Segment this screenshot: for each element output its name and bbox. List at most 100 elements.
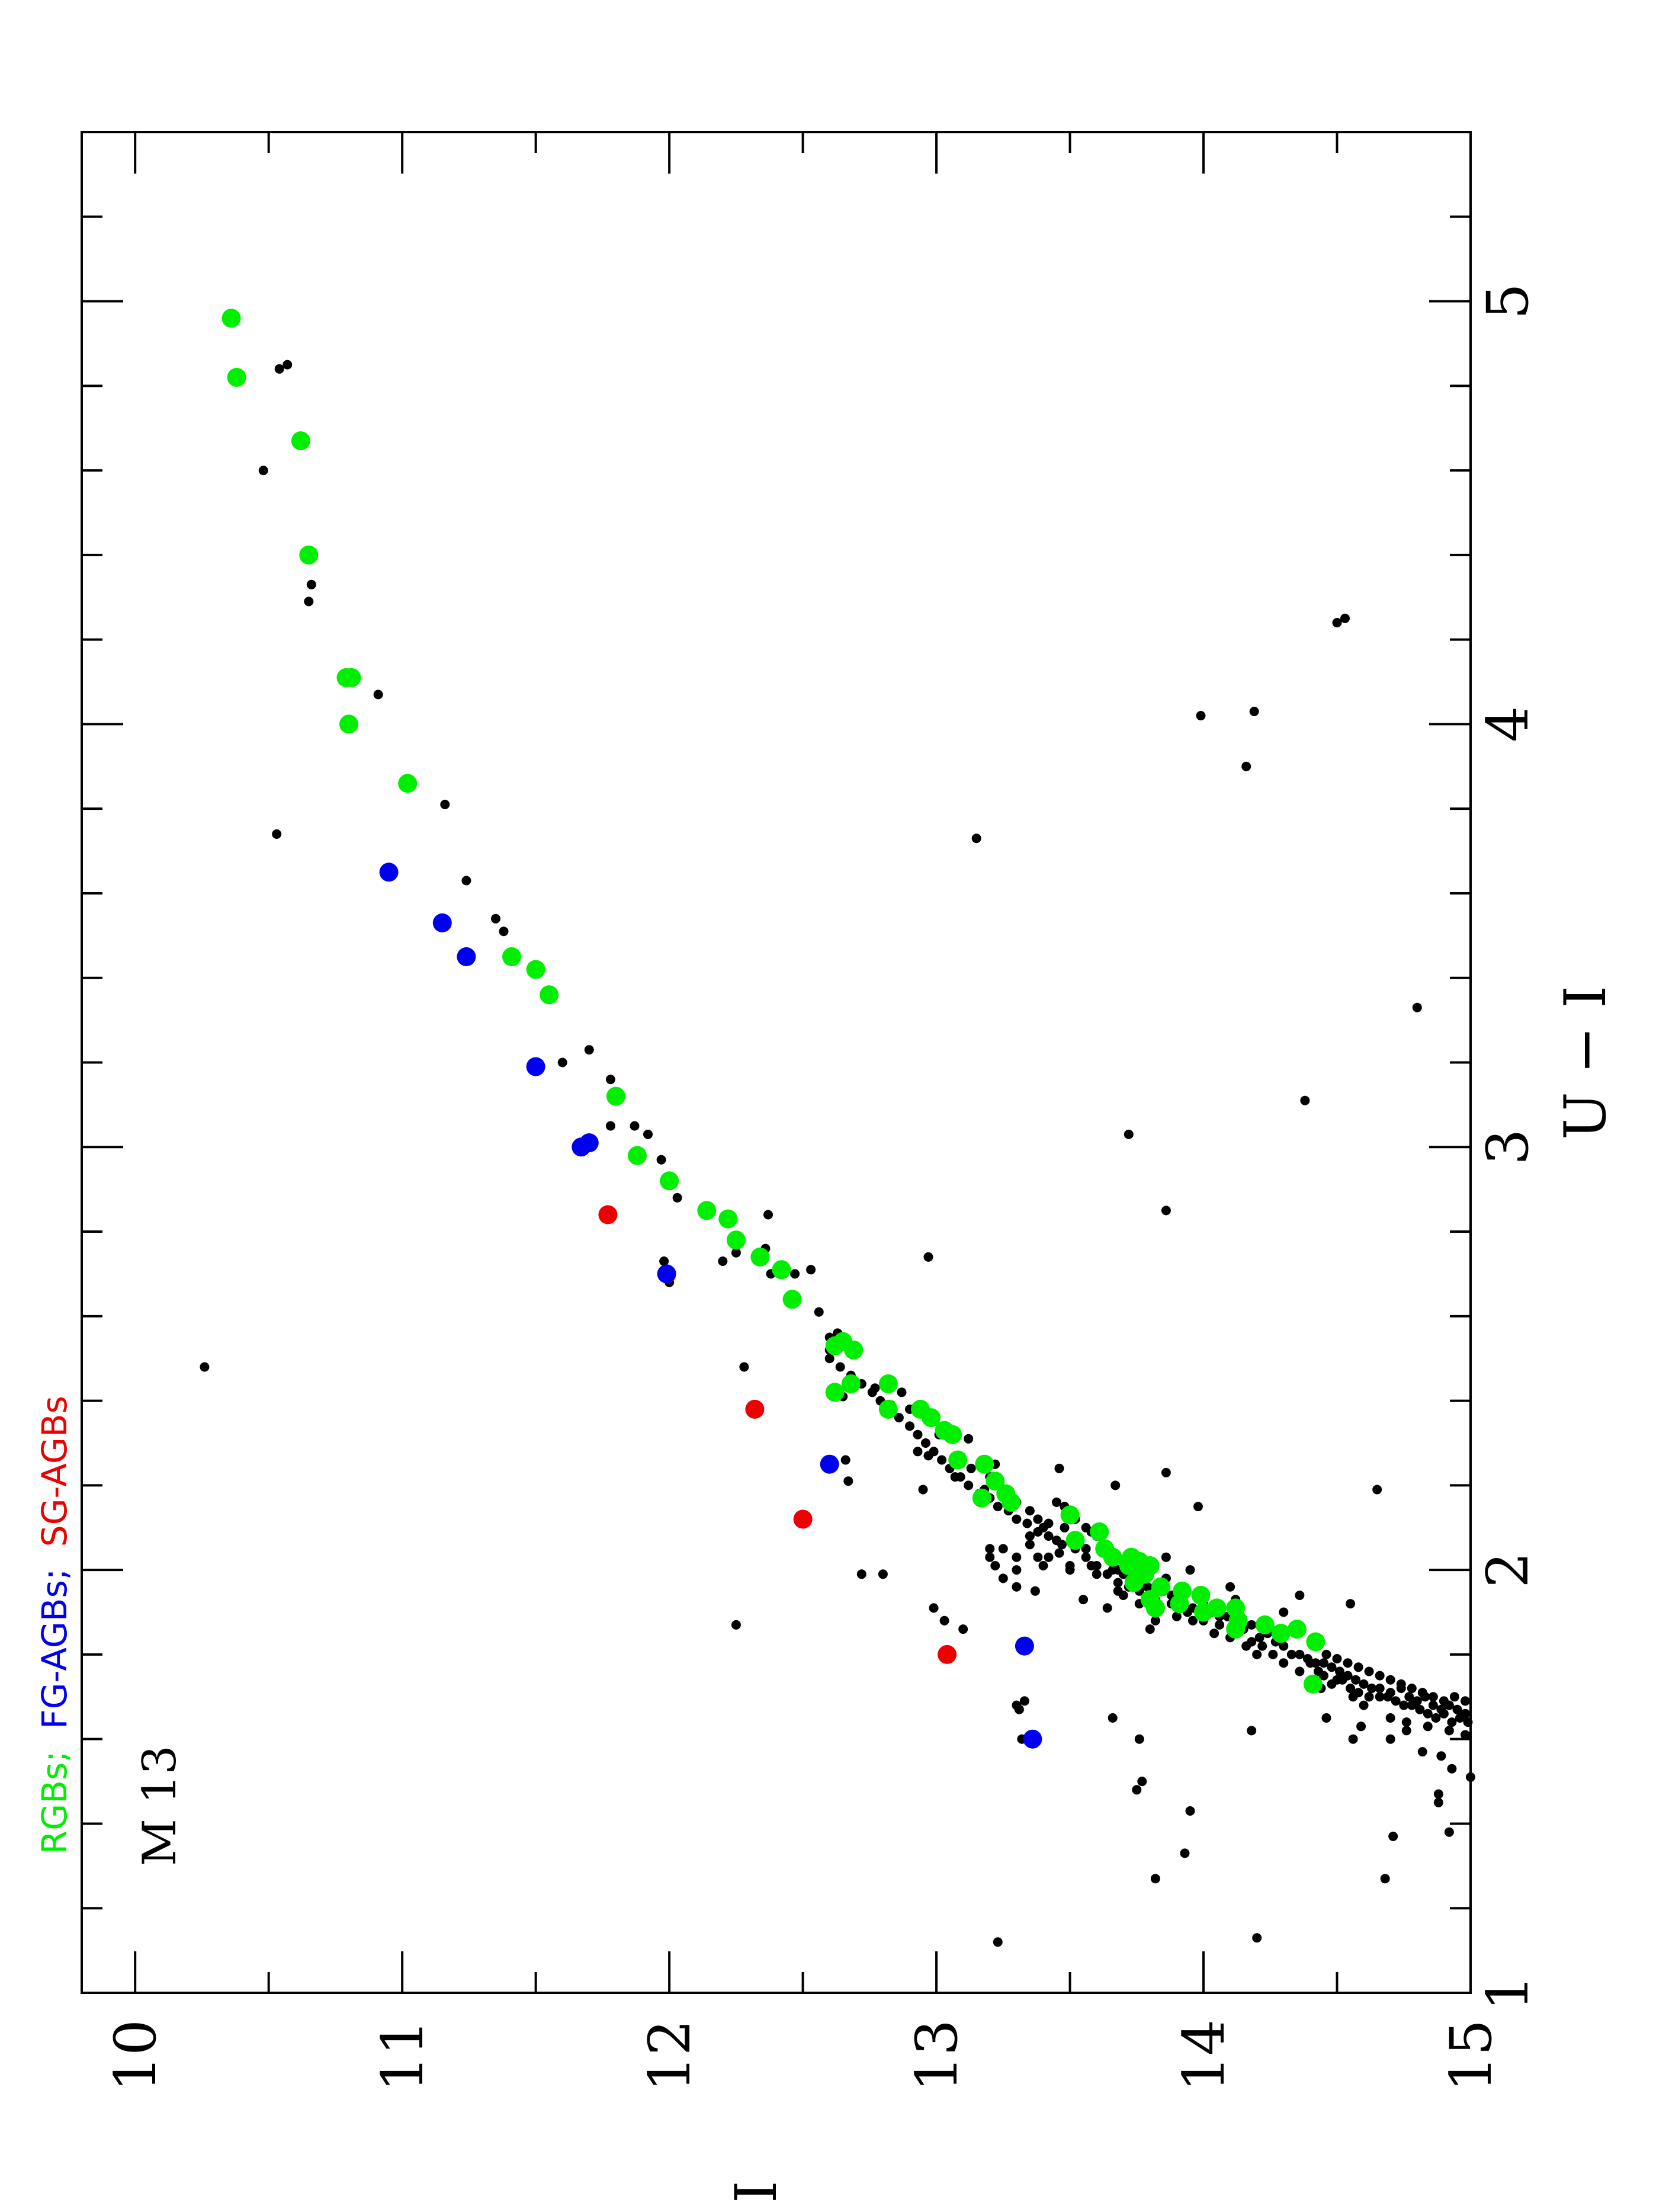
field-star-point (1428, 1692, 1438, 1702)
rgbs-point (606, 1086, 625, 1106)
field-star-point (605, 1121, 615, 1131)
field-star-point (491, 913, 500, 924)
field-star-point (1428, 1700, 1438, 1710)
field-star-point (1444, 1827, 1454, 1837)
field-star-point (1052, 1497, 1061, 1507)
field-star-point (1185, 1806, 1195, 1816)
field-star-point (1353, 1662, 1363, 1672)
field-star-point (1399, 1700, 1409, 1710)
field-star-point (1433, 1789, 1443, 1799)
i-tick-label: 15 (1438, 2019, 1504, 2092)
rgbs-point (1124, 1573, 1144, 1592)
field-star-point (1113, 1578, 1123, 1588)
sg-agbs-point (745, 1399, 765, 1419)
field-star-point (1359, 1700, 1369, 1710)
field-star-point (1461, 1708, 1470, 1719)
field-star-point (835, 1362, 845, 1372)
field-star-point (731, 1620, 741, 1630)
field-star-point (985, 1552, 995, 1562)
field-star-point (1150, 1615, 1160, 1626)
field-star-point (814, 1307, 824, 1317)
field-star-point (1461, 1730, 1470, 1740)
field-star-point (990, 1561, 1000, 1570)
field-star-point (1444, 1726, 1454, 1736)
rgbs-point (948, 1450, 968, 1470)
field-star-point (763, 1210, 773, 1220)
field-star-point (1079, 1595, 1089, 1605)
field-star-point (897, 1387, 907, 1397)
field-star-point (1044, 1531, 1054, 1541)
field-star-point (1108, 1713, 1118, 1723)
field-star-point (1241, 761, 1251, 771)
field-star-point (1180, 1848, 1190, 1858)
field-star-point (1038, 1561, 1048, 1570)
field-star-point (1385, 1734, 1395, 1744)
i-tick-label: 13 (904, 2019, 970, 2092)
field-star-point (923, 1252, 933, 1262)
legend-item-fg-agbs: FG-AGBs; (34, 1569, 75, 1729)
field-star-point (1092, 1561, 1102, 1570)
field-star-point (1065, 1561, 1075, 1570)
fg-agbs-point (526, 1057, 545, 1076)
field-star-point (1081, 1544, 1091, 1554)
fg-agbs-point (579, 1133, 599, 1153)
field-star-point (1044, 1552, 1054, 1562)
field-star-point (1449, 1692, 1459, 1702)
field-star-point (1466, 1772, 1475, 1782)
field-star-point (1385, 1713, 1395, 1723)
rgbs-point (1119, 1556, 1138, 1575)
field-star-point (1447, 1764, 1457, 1774)
field-star-point (1150, 1874, 1160, 1884)
field-star-point (1417, 1688, 1427, 1698)
color-tick-label: 1 (1475, 1974, 1541, 2011)
field-star-point (1249, 707, 1259, 716)
rgbs-point (339, 714, 358, 734)
field-star-point (584, 1045, 594, 1055)
rgbs-point (1090, 1522, 1109, 1541)
field-star-point (373, 690, 383, 700)
i-tick-label: 10 (102, 2019, 169, 2092)
field-star-point (1185, 1565, 1195, 1575)
field-star-point (1161, 1467, 1171, 1477)
field-star-point (672, 1192, 682, 1203)
field-star-point (283, 360, 293, 370)
fg-agbs-point (432, 913, 452, 932)
field-star-point (274, 364, 284, 374)
field-star-point (1351, 1675, 1361, 1685)
field-star-point (993, 1502, 1003, 1512)
y-axis-label: U − I (1552, 986, 1619, 1140)
field-star-point (1348, 1692, 1358, 1702)
field-star-point (1247, 1620, 1257, 1630)
rgbs-point (227, 368, 246, 387)
field-star-point (958, 1624, 968, 1634)
field-star-point (1030, 1586, 1040, 1596)
rgbs-point (1255, 1615, 1275, 1634)
field-star-point (1356, 1721, 1366, 1732)
rgbs-point (1002, 1492, 1021, 1512)
field-star-point (1431, 1713, 1441, 1723)
field-star-point (1412, 1696, 1422, 1706)
i-tick-label: 12 (637, 2019, 703, 2092)
field-star-point (1054, 1548, 1064, 1558)
field-star-point (1415, 1704, 1425, 1714)
field-star-point (1396, 1679, 1406, 1689)
field-star-point (1014, 1704, 1024, 1714)
field-star-point (1423, 1721, 1433, 1732)
field-star-point (1022, 1518, 1032, 1528)
field-star-point (1305, 1658, 1315, 1668)
field-star-point (605, 1075, 615, 1085)
field-star-point (1295, 1649, 1305, 1659)
field-star-point (1295, 1591, 1305, 1600)
field-star-point (856, 1569, 866, 1579)
field-star-point (1364, 1692, 1374, 1702)
field-star-point (1375, 1684, 1385, 1693)
field-star-point (1340, 613, 1350, 623)
field-star-point (1225, 1582, 1235, 1592)
field-star-point (1132, 1785, 1142, 1795)
field-star-point (1332, 618, 1342, 628)
field-star-point (1033, 1552, 1043, 1562)
rgbs-point (1191, 1586, 1211, 1605)
rgbs-point (697, 1201, 717, 1220)
i-tick-label: 14 (1171, 2019, 1237, 2092)
field-star-point (1012, 1552, 1022, 1562)
